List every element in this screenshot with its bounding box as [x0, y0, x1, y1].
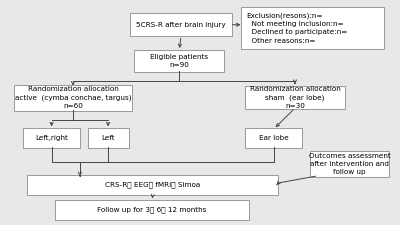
Text: CRS-R， EEG， fMRI， Simoa: CRS-R， EEG， fMRI， Simoa: [105, 182, 200, 189]
FancyBboxPatch shape: [245, 128, 302, 148]
Text: Exclusion(resons):n=
  Not meeting inclusion:n=
  Declined to participate:n=
  O: Exclusion(resons):n= Not meeting inclusi…: [246, 12, 347, 44]
Text: Follow up for 3， 6， 12 months: Follow up for 3， 6， 12 months: [97, 207, 206, 213]
FancyBboxPatch shape: [242, 7, 384, 49]
Text: Randomization allocation
active  (cymba conchae, targus)
n=60: Randomization allocation active (cymba c…: [15, 86, 131, 110]
FancyBboxPatch shape: [310, 151, 390, 177]
Text: Ear lobe: Ear lobe: [259, 135, 288, 141]
Text: Outcomes assessment
after intervention and
follow up: Outcomes assessment after intervention a…: [309, 153, 390, 175]
Text: Left,right: Left,right: [35, 135, 68, 141]
FancyBboxPatch shape: [245, 86, 345, 109]
Text: Left: Left: [101, 135, 115, 141]
FancyBboxPatch shape: [134, 50, 224, 72]
FancyBboxPatch shape: [27, 175, 278, 195]
FancyBboxPatch shape: [23, 128, 80, 148]
Text: Eligible patients
n=90: Eligible patients n=90: [150, 54, 208, 68]
Text: 5CRS-R after brain injury: 5CRS-R after brain injury: [136, 22, 226, 28]
FancyBboxPatch shape: [130, 13, 232, 36]
FancyBboxPatch shape: [54, 200, 249, 220]
FancyBboxPatch shape: [14, 85, 132, 111]
FancyBboxPatch shape: [88, 128, 128, 148]
Text: Randomization allocation
sham  (ear lobe)
n=30: Randomization allocation sham (ear lobe)…: [250, 86, 340, 109]
